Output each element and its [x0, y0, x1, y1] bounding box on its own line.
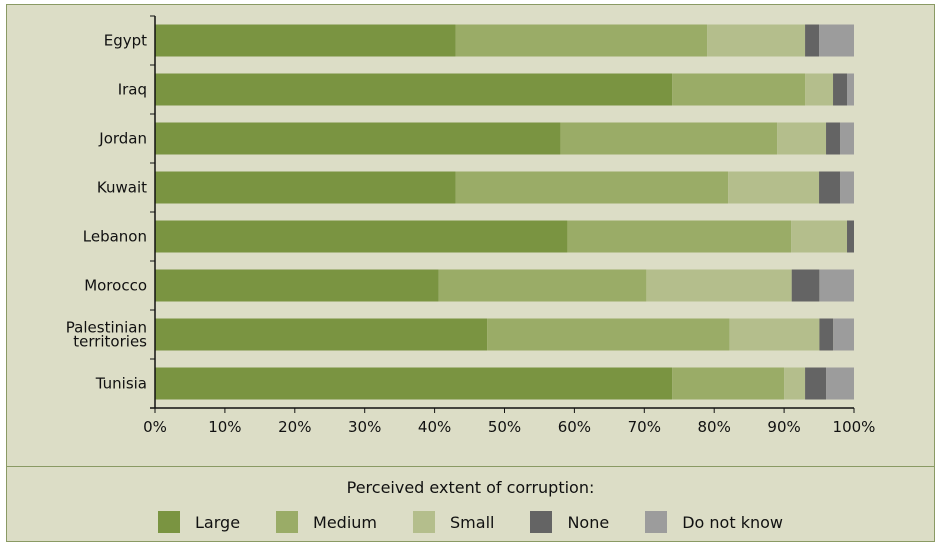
bar-lebanon-large [155, 220, 568, 253]
x-tick-label-100pct: 100% [833, 418, 876, 436]
legend-item-none: None [530, 511, 609, 533]
category-label-morocco: Morocco [84, 277, 147, 295]
bar-palestinian-territories-large [155, 318, 488, 351]
bar-kuwait-do-not-know [840, 171, 854, 204]
x-tick-label-20pct: 20% [278, 418, 311, 436]
x-tick-label-80pct: 80% [698, 418, 731, 436]
bar-jordan-do-not-know [840, 122, 854, 155]
x-tick-label-90pct: 90% [767, 418, 800, 436]
bar-palestinian-territories-medium [487, 318, 730, 351]
legend-swatch-large [158, 511, 181, 533]
bar-morocco-none [791, 269, 820, 302]
bar-morocco-medium [438, 269, 647, 302]
bar-egypt-large [155, 24, 456, 57]
legend-item-do-not-know: Do not know [645, 511, 783, 533]
legend-divider [6, 466, 935, 467]
bar-morocco-large [155, 269, 439, 302]
legend-item-small: Small [413, 511, 494, 533]
x-tick-label-0pct: 0% [143, 418, 167, 436]
legend-label-medium: Medium [313, 512, 378, 532]
bar-palestinian-territories-small [729, 318, 820, 351]
x-tick-label-40pct: 40% [418, 418, 451, 436]
bar-palestinian-territories-none [819, 318, 834, 351]
bar-kuwait-large [155, 171, 456, 204]
category-labels: Egypt Iraq Jordan Kuwait Lebanon Morocco Pales… [66, 32, 147, 393]
legend-label-large: Large [195, 512, 241, 532]
bar-egypt-do-not-know [819, 24, 854, 57]
bar-egypt-none [805, 24, 820, 57]
legend-label-do-not-know: Do not know [682, 512, 783, 532]
category-label-kuwait: Kuwait [97, 179, 147, 197]
bar-tunisia-small [784, 367, 806, 400]
bar-morocco-small [646, 269, 792, 302]
bar-tunisia-large [155, 367, 673, 400]
legend-label-small: Small [450, 512, 495, 532]
bar-iraq-small [805, 73, 834, 106]
legend-title: Perceived extent of corruption: [346, 478, 595, 497]
category-label-egypt: Egypt [104, 32, 147, 50]
legend-item-medium: Medium [276, 511, 377, 533]
axes-group [150, 15, 854, 409]
bar-jordan-none [826, 122, 841, 155]
x-tick-label-10pct: 10% [208, 418, 241, 436]
bar-tunisia-medium [672, 367, 785, 400]
bar-iraq-none [833, 73, 848, 106]
bar-lebanon-medium [567, 220, 792, 253]
bar-palestinian-territories-do-not-know [833, 318, 854, 351]
bar-tunisia-do-not-know [826, 367, 854, 400]
bar-iraq-do-not-know [847, 73, 854, 106]
x-tick-label-70pct: 70% [628, 418, 661, 436]
x-tick-label-50pct: 50% [488, 418, 521, 436]
legend-swatch-do-not-know [645, 511, 668, 533]
bar-lebanon-small [791, 220, 848, 253]
bar-morocco-do-not-know [819, 269, 854, 302]
category-label-palestinian-territories: Palestinian territories [66, 319, 147, 351]
bar-tunisia-none [805, 367, 827, 400]
bar-jordan-small [777, 122, 827, 155]
legend-swatch-medium [276, 511, 299, 533]
legend-item-large: Large [158, 511, 240, 533]
bars-group [155, 24, 854, 400]
category-label-tunisia: Tunisia [95, 375, 147, 393]
category-label-jordan: Jordan [98, 130, 147, 148]
bar-lebanon-none [847, 220, 854, 253]
x-tick-label-60pct: 60% [558, 418, 591, 436]
bar-jordan-large [155, 122, 561, 155]
bar-kuwait-small [728, 171, 820, 204]
bar-jordan-medium [560, 122, 778, 155]
x-tick-label-30pct: 30% [348, 418, 381, 436]
legend-swatch-none [530, 511, 553, 533]
bar-kuwait-medium [455, 171, 729, 204]
legend-swatch-small [413, 511, 436, 533]
legend-label-none: None [567, 512, 610, 532]
category-label-iraq: Iraq [118, 81, 147, 99]
bar-kuwait-none [819, 171, 841, 204]
bar-egypt-small [707, 24, 806, 57]
bar-iraq-large [155, 73, 673, 106]
bar-iraq-medium [672, 73, 806, 106]
x-axis-ticks: 0% 10% 20% 30% 40% 50% 60% 70% 80% 90% 100% [143, 408, 875, 436]
bar-egypt-medium [455, 24, 708, 57]
category-label-lebanon: Lebanon [83, 228, 147, 246]
legend: Large Medium Small None Do not know [6, 511, 935, 533]
